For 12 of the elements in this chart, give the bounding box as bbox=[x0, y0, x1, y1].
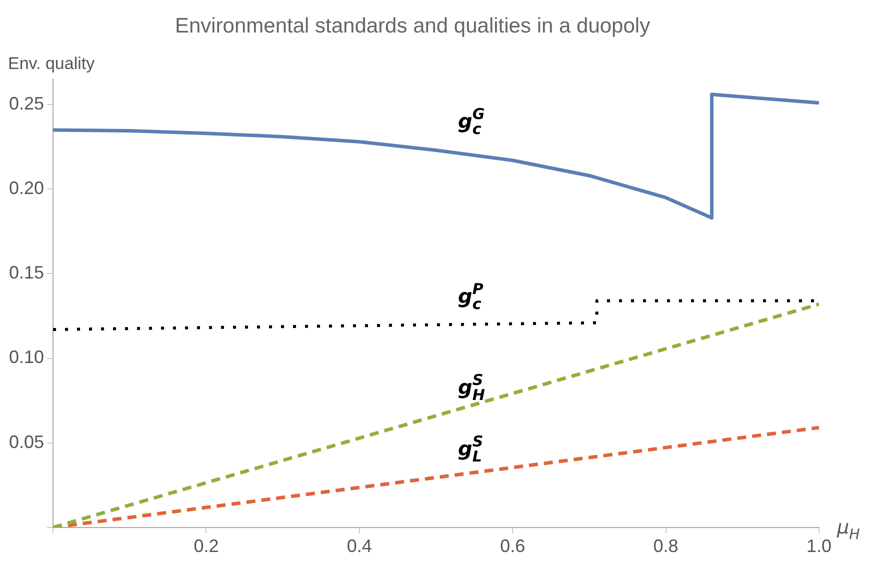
x-tick-label: 0.8 bbox=[653, 536, 678, 556]
y-tick-label: 0.20 bbox=[8, 178, 44, 198]
x-tick-label: 0.2 bbox=[194, 536, 219, 556]
y-tick-label: 0.25 bbox=[8, 94, 44, 114]
y-axis-title: Env. quality bbox=[8, 54, 96, 74]
y-tick-label: 0.15 bbox=[8, 262, 44, 283]
x-tick-label: 1.0 bbox=[806, 536, 832, 556]
x-tick-label: 0.4 bbox=[346, 536, 372, 556]
y-tick-label: 0.10 bbox=[8, 347, 44, 368]
chart-title: Environmental standards and qualities in a duopoly bbox=[174, 14, 651, 38]
x-tick-label: 0.6 bbox=[500, 536, 526, 556]
y-tick-label: 0.05 bbox=[8, 432, 44, 452]
